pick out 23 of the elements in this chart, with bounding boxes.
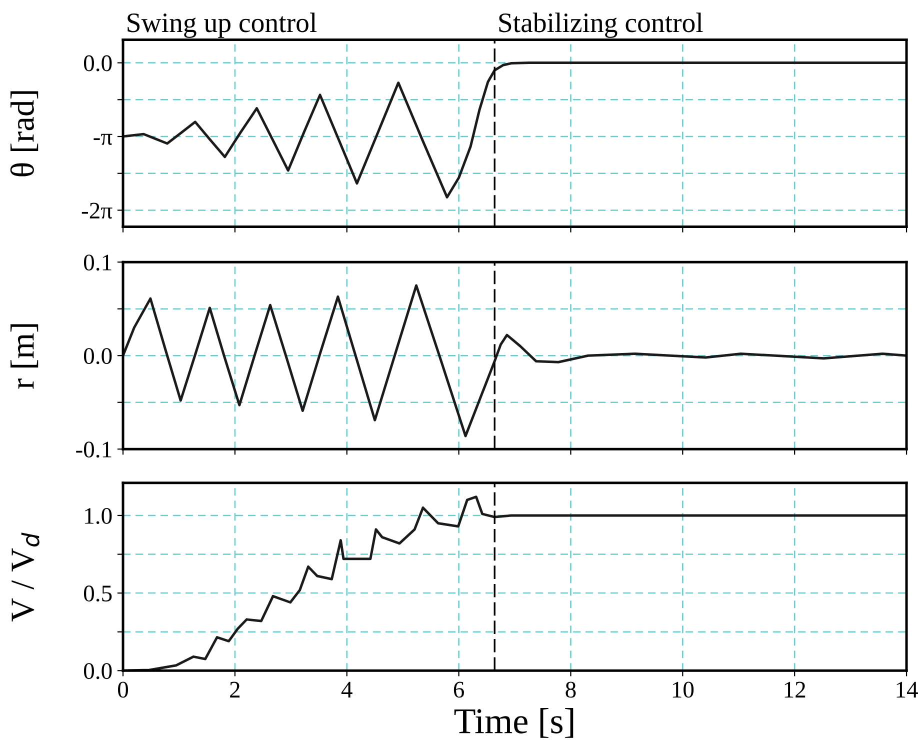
x-tick-label: 10 [672,682,694,698]
y-tick-label: 0.0 [84,55,112,72]
y-tick-label: 1.0 [85,508,112,524]
text: Swing up control [128,12,317,38]
y-tick-label: 0.0 [84,348,112,364]
y-axis-title: V / V$_{d}$ [12,532,40,622]
x-axis-title: Time [s] [454,708,574,738]
y-tick-label: 0.1 [84,254,112,271]
y-axis-title: θ [rad] [10,91,38,176]
x-tick-label: 0 [118,682,128,698]
y-tick-label: 0.0 [84,663,112,680]
x-tick-label: 12 [784,682,806,698]
y-tick-label: -2π [82,202,112,219]
x-tick-label: 2 [230,682,240,698]
y-axis-title: r [m] [10,324,38,389]
text: Stabilizing control [499,12,703,38]
x-tick-label: 8 [566,682,576,698]
x-tick-label: 14 [896,682,918,698]
y-tick-label: -0.1 [76,442,112,458]
y-tick-label: 0.5 [84,586,112,602]
x-tick-label: 4 [341,682,352,698]
y-tick-label: -π [94,134,112,145]
x-tick-label: 6 [454,682,464,698]
